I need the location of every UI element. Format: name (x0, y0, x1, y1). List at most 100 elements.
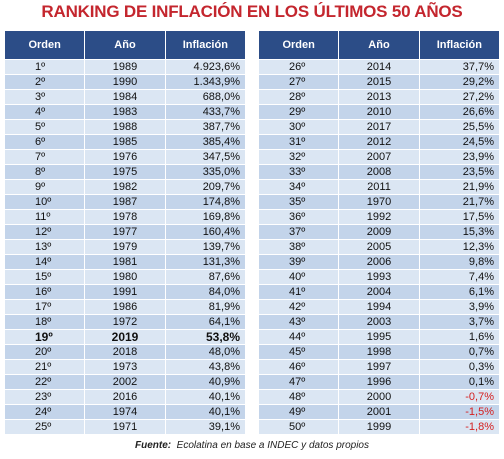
table-cell: 18º (3, 314, 86, 330)
table-cell: 1992 (338, 209, 420, 225)
table-cell: 2004 (338, 284, 420, 300)
table-cell: 29,2% (418, 74, 501, 90)
table-cell: 2002 (84, 374, 166, 390)
column-header: Inflación (164, 30, 247, 60)
table-cell: 1986 (84, 299, 166, 315)
table-cell: 15,3% (418, 224, 501, 240)
table-cell: 84,0% (164, 284, 247, 300)
table-row: 18º 1972 64,1% (3, 314, 247, 330)
table-cell: 35º (257, 194, 340, 210)
table-row: 15º 1980 87,6% (3, 269, 247, 285)
table-cell: 48,0% (164, 344, 247, 360)
table-row: 16º 1991 84,0% (3, 284, 247, 300)
table-cell: 46º (257, 359, 340, 375)
table-cell: 34º (257, 179, 340, 195)
table-row: 34º 2011 21,9% (257, 179, 501, 195)
table-cell: 160,4% (164, 224, 247, 240)
table-cell: 64,1% (164, 314, 247, 330)
table-cell: 2013 (338, 89, 420, 105)
table-cell: 169,8% (164, 209, 247, 225)
table-cell: 139,7% (164, 239, 247, 255)
table-row: 8º 1975 335,0% (3, 164, 247, 180)
table-cell: 1972 (84, 314, 166, 330)
table-cell: 19º (3, 329, 86, 345)
table-cell: 2016 (84, 389, 166, 405)
table-row: 22º 2002 40,9% (3, 374, 247, 390)
table-cell: 4.923,6% (164, 59, 247, 75)
table-row: 10º 1987 174,8% (3, 194, 247, 210)
table-cell: 1987 (84, 194, 166, 210)
table-cell: 1974 (84, 404, 166, 420)
ranking-table: Orden Año Inflación 26º 2014 37,7% 27º 2015 29,2… (257, 30, 501, 435)
table-cell: 1978 (84, 209, 166, 225)
table-cell: 3,7% (418, 314, 501, 330)
table-row: 45º 1998 0,7% (257, 344, 501, 360)
table-cell: 1,6% (418, 329, 501, 345)
table-row: 20º 2018 48,0% (3, 344, 247, 360)
table-cell: 53,8% (164, 329, 247, 345)
table-cell: 2017 (338, 119, 420, 135)
table-row: 49º 2001 -1,5% (257, 404, 501, 420)
table-cell: 49º (257, 404, 340, 420)
table-cell: 26,6% (418, 104, 501, 120)
table-row: 21º 1973 43,8% (3, 359, 247, 375)
table-cell: 39º (257, 254, 340, 270)
table-cell: 1994 (338, 299, 420, 315)
table-row: 38º 2005 12,3% (257, 239, 501, 255)
table-cell: 347,5% (164, 149, 247, 165)
table-cell: 2015 (338, 74, 420, 90)
table-row: 36º 1992 17,5% (257, 209, 501, 225)
table-cell: 40,1% (164, 404, 247, 420)
table-cell: 21º (3, 359, 86, 375)
table-row: 42º 1994 3,9% (257, 299, 501, 315)
table-cell: 26º (257, 59, 340, 75)
table-cell: 40,9% (164, 374, 247, 390)
column-header: Orden (257, 30, 340, 60)
table-row: 11º 1978 169,8% (3, 209, 247, 225)
column-header: Año (84, 30, 166, 60)
table-row: 2º 1990 1.343,9% (3, 74, 247, 90)
table-cell: 2012 (338, 134, 420, 150)
table-row: 24º 1974 40,1% (3, 404, 247, 420)
table-cell: 1991 (84, 284, 166, 300)
table-cell: 4º (3, 104, 86, 120)
table-cell: 28º (257, 89, 340, 105)
table-cell: 1973 (84, 359, 166, 375)
table-cell: 38º (257, 239, 340, 255)
table-cell: 2º (3, 74, 86, 90)
table-cell: 40,1% (164, 389, 247, 405)
table-cell: 1976 (84, 149, 166, 165)
table-cell: 1984 (84, 89, 166, 105)
table-cell: 81,9% (164, 299, 247, 315)
table-cell: 10º (3, 194, 86, 210)
table-cell: 9,8% (418, 254, 501, 270)
column-header: Orden (3, 30, 86, 60)
table-cell: 39,1% (164, 419, 247, 435)
table-row: 27º 2015 29,2% (257, 74, 501, 90)
table-cell: 2000 (338, 389, 420, 405)
table-cell: 25º (3, 419, 86, 435)
table-cell: 24,5% (418, 134, 501, 150)
table-cell: 0,3% (418, 359, 501, 375)
table-row: 37º 2009 15,3% (257, 224, 501, 240)
table-row: 43º 2003 3,7% (257, 314, 501, 330)
table-cell: 688,0% (164, 89, 247, 105)
table-row: 48º 2000 -0,7% (257, 389, 501, 405)
table-cell: 21,7% (418, 194, 501, 210)
table-cell: 27,2% (418, 89, 501, 105)
table-cell: 1975 (84, 164, 166, 180)
table-cell: 17,5% (418, 209, 501, 225)
table-row: 30º 2017 25,5% (257, 119, 501, 135)
table-cell: 1989 (84, 59, 166, 75)
table-cell: 2006 (338, 254, 420, 270)
table-row: 35º 1970 21,7% (257, 194, 501, 210)
ranking-table: Orden Año Inflación 1º 1989 4.923,6% 2º 1990 1.3… (3, 30, 247, 435)
table-cell: 2003 (338, 314, 420, 330)
table-cell: 2014 (338, 59, 420, 75)
table-row: 12º 1977 160,4% (3, 224, 247, 240)
table-row: 13º 1979 139,7% (3, 239, 247, 255)
table-row: 25º 1971 39,1% (3, 419, 247, 435)
table-cell: 48º (257, 389, 340, 405)
table-cell: 12,3% (418, 239, 501, 255)
